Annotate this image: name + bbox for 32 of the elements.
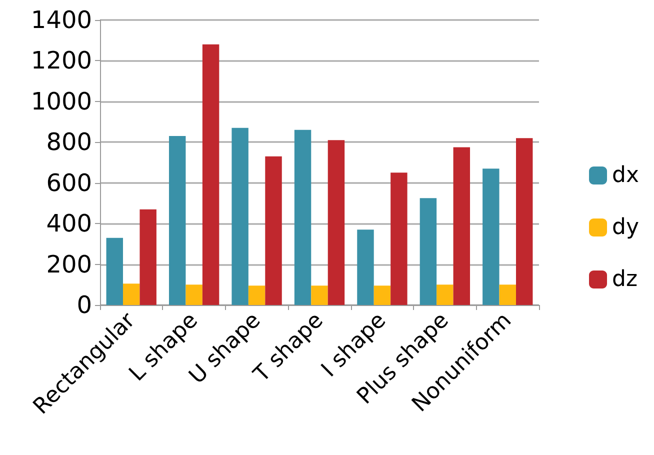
bar: [186, 284, 202, 305]
bar: [420, 198, 437, 305]
bar: [140, 209, 156, 305]
bar: [232, 128, 248, 305]
bar: [106, 238, 123, 305]
y-tick-label: 200: [46, 250, 92, 278]
legend-label: dx: [612, 163, 639, 188]
bar: [122, 284, 140, 305]
bar: [390, 172, 408, 305]
legend-label: dy: [612, 215, 639, 240]
y-tick-label: 1000: [30, 87, 92, 116]
y-tick-label: 1400: [30, 6, 92, 34]
bar: [248, 286, 266, 305]
bar: [311, 286, 328, 305]
bar: [265, 156, 282, 305]
bar: [516, 138, 533, 305]
bar: [168, 136, 186, 305]
bar: [357, 230, 374, 305]
bar: [482, 168, 500, 305]
bar: [453, 147, 470, 305]
bar: [294, 130, 312, 305]
y-tick-label: 400: [46, 210, 92, 238]
y-tick-label: 800: [46, 128, 92, 156]
bar: [328, 140, 345, 305]
y-tick-label: 600: [46, 168, 92, 197]
legend-label: dz: [612, 267, 638, 292]
bar: [499, 284, 516, 305]
bar: [436, 284, 454, 305]
y-tick-label: 1200: [30, 46, 92, 75]
y-tick-label: 0: [76, 291, 92, 319]
bar: [374, 286, 391, 305]
bar: [202, 44, 220, 305]
